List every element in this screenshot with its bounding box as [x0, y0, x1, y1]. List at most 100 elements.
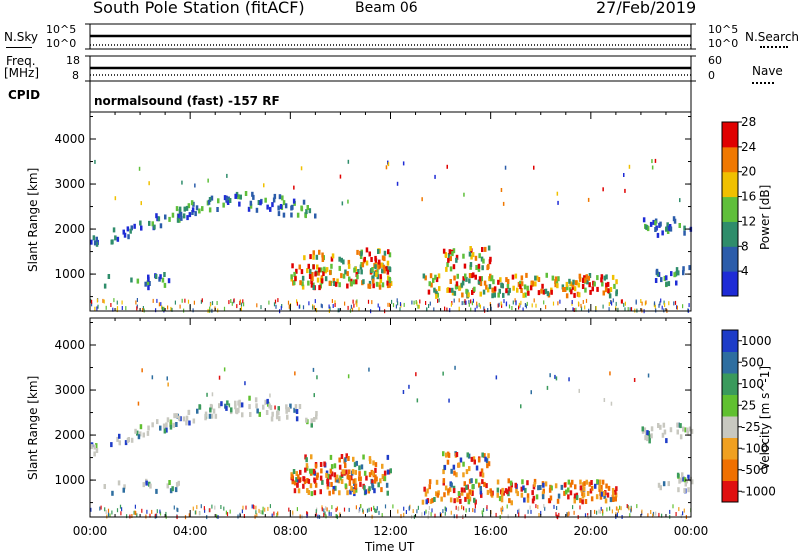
power-data-point — [95, 241, 99, 247]
x-tick-label: 04:00 — [173, 524, 208, 538]
power-data-point — [506, 279, 510, 284]
power-noise-point — [514, 298, 516, 303]
power-noise-point — [236, 304, 238, 309]
velocity-data-point — [320, 468, 323, 474]
power-data-point — [111, 239, 114, 245]
power-data-point — [570, 289, 573, 295]
velocity-data-point — [209, 403, 213, 409]
power-data-point — [383, 250, 387, 256]
velocity-sparse-point — [141, 368, 143, 373]
velocity-data-point — [575, 495, 579, 501]
power-noise-point — [641, 301, 643, 306]
power-data-point — [505, 288, 508, 294]
velocity-noise-point — [336, 506, 338, 511]
power-data-point — [562, 287, 565, 292]
velocity-data-point — [147, 425, 150, 431]
velocity-data-point — [533, 481, 536, 487]
power-data-point — [340, 273, 343, 279]
power-data-point — [452, 264, 456, 270]
power-data-point — [255, 207, 259, 213]
power-data-point — [352, 279, 356, 285]
power-noise-point — [429, 301, 431, 306]
power-noise-point — [688, 303, 690, 308]
power-noise-point — [329, 306, 331, 311]
power-data-point — [591, 286, 594, 292]
velocity-noise-point — [325, 506, 327, 511]
power-data-point — [303, 255, 306, 261]
velocity-noise-point — [507, 514, 509, 519]
velocity-noise-point — [558, 512, 560, 517]
velocity-data-point — [374, 462, 378, 468]
power-noise-point — [344, 301, 346, 306]
velocity-colorbar-segment — [722, 437, 738, 460]
power-noise-point — [470, 299, 472, 304]
velocity-data-point — [457, 462, 461, 468]
velocity-colorbar-segment — [722, 480, 738, 503]
velocity-data-point — [334, 485, 337, 491]
velocity-data-point — [354, 469, 357, 475]
power-data-point — [226, 200, 230, 205]
power-data-point — [301, 284, 305, 290]
power-data-point — [655, 268, 659, 274]
power-data-point — [493, 292, 496, 298]
power-data-point — [388, 266, 391, 272]
power-noise-point — [379, 306, 381, 311]
nsearch-label: N.Search — [745, 30, 800, 44]
power-data-point — [176, 217, 180, 223]
velocity-data-point — [209, 407, 212, 413]
power-data-point — [593, 281, 596, 287]
power-sparse-point — [341, 201, 344, 206]
velocity-data-point — [369, 458, 372, 464]
velocity-data-point — [483, 481, 486, 487]
power-data-point — [130, 277, 133, 283]
velocity-y-tick-label: 4000 — [54, 338, 85, 352]
velocity-data-point — [509, 480, 513, 486]
sky-tick-high: 10^5 — [46, 23, 77, 36]
power-data-point — [147, 285, 150, 291]
power-data-point — [331, 253, 335, 259]
velocity-noise-point — [252, 504, 254, 509]
velocity-data-point — [466, 452, 469, 458]
velocity-noise-point — [370, 507, 372, 512]
power-data-point — [488, 284, 492, 290]
velocity-data-point — [515, 488, 518, 494]
velocity-data-point — [171, 486, 174, 492]
velocity-data-point — [297, 474, 300, 480]
power-noise-point — [620, 299, 622, 304]
velocity-data-point — [330, 482, 333, 487]
power-data-point — [555, 279, 559, 285]
velocity-data-point — [679, 423, 682, 429]
power-data-point — [185, 205, 189, 211]
power-noise-point — [334, 303, 336, 307]
velocity-data-point — [214, 413, 218, 419]
velocity-sparse-point — [368, 367, 370, 372]
power-data-point — [554, 282, 557, 288]
power-noise-point — [624, 307, 626, 312]
power-data-point — [388, 252, 392, 258]
power-noise-point — [179, 304, 181, 309]
velocity-data-point — [379, 478, 382, 484]
power-data-point — [499, 277, 502, 283]
velocity-data-point — [581, 499, 584, 505]
velocity-data-point — [248, 404, 251, 410]
power-noise-point — [135, 300, 137, 305]
power-noise-point — [531, 303, 533, 308]
power-noise-point — [673, 301, 675, 306]
velocity-data-point — [162, 423, 166, 429]
power-data-point — [489, 256, 492, 262]
velocity-colorbar-segment — [722, 373, 738, 395]
power-data-point — [338, 282, 341, 288]
velocity-noise-point — [262, 510, 264, 515]
velocity-data-point — [346, 490, 349, 496]
velocity-noise-point — [455, 505, 457, 510]
power-data-point — [333, 281, 336, 286]
velocity-data-point — [353, 462, 357, 468]
power-data-point — [201, 206, 204, 212]
velocity-data-point — [436, 492, 440, 498]
velocity-sparse-point — [294, 371, 296, 376]
power-data-point — [376, 274, 379, 280]
velocity-sparse-point — [408, 384, 410, 389]
velocity-data-point — [309, 483, 313, 489]
velocity-noise-point — [315, 512, 317, 517]
velocity-data-point — [599, 494, 603, 500]
